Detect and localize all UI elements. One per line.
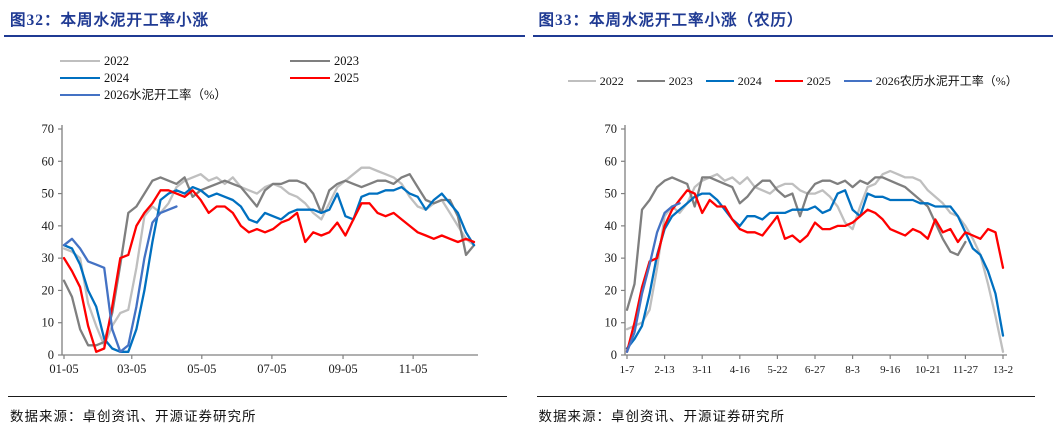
series-line-2026 (62, 205, 178, 353)
x-tick-label: 9-16 (880, 364, 901, 376)
series-line-2025 (62, 189, 476, 353)
legend-swatch (290, 59, 330, 63)
legend-item-2025: 2025 (290, 70, 490, 86)
legend: 2022 2023 2024 2025 2026水泥开工率（%） (0, 37, 529, 115)
y-tick-label: 60 (42, 154, 55, 168)
y-tick-label: 40 (604, 219, 617, 233)
legend-swatch (290, 76, 330, 80)
y-tick-label: 40 (42, 219, 55, 233)
legend-label: 2022 (104, 54, 129, 68)
series-line-2024 (625, 189, 1004, 350)
x-tick-label: 5-22 (767, 364, 787, 376)
legend-item-2024: 2024 (60, 70, 290, 86)
y-tick-label: 20 (604, 283, 617, 297)
legend-swatch (60, 93, 100, 97)
y-tick-label: 50 (604, 187, 617, 201)
legend-label: 2023 (334, 54, 359, 68)
legend-label: 2025 (334, 71, 359, 85)
figure-title: 图33：本周水泥开工率小涨（农历） (538, 12, 804, 29)
x-tick-label: 3-11 (692, 364, 712, 376)
x-tick-label: 07-05 (257, 362, 286, 376)
legend-item-2023: 2023 (636, 73, 693, 89)
legend-item-2022: 2022 (567, 73, 624, 89)
y-tick-label: 50 (42, 187, 55, 201)
legend-label: 2022 (599, 74, 624, 88)
legend-label: 2024 (104, 71, 129, 85)
legend-label: 2025 (806, 74, 831, 88)
legend-item-2024: 2024 (705, 73, 762, 89)
data-source: 数据来源：卓创资讯、开源证券研究所 (536, 396, 1035, 425)
y-tick-label: 10 (604, 316, 617, 330)
title-rule (532, 35, 1053, 37)
legend-label: 2026水泥开工率（%） (104, 88, 227, 102)
legend-swatch (60, 59, 100, 63)
y-tick-label: 20 (42, 283, 55, 297)
title-rule (4, 35, 525, 37)
x-tick-label: 8-3 (845, 364, 860, 376)
series-line-2024 (62, 185, 476, 353)
series-line-2026 (625, 202, 681, 353)
legend-item-2023: 2023 (290, 53, 490, 69)
legend-swatch (774, 79, 803, 83)
legend-swatch (636, 79, 665, 83)
data-source-text: 数据来源：卓创资讯、开源证券研究所 (10, 409, 257, 424)
x-tick-label: 13-2 (992, 364, 1012, 376)
x-tick-label: 1-7 (619, 364, 634, 376)
legend-row: 2022 2023 2024 2025 2026农历水泥开工率（%） (529, 37, 1057, 89)
x-tick-label: 09-05 (328, 362, 357, 376)
legend-item-2025: 2025 (774, 73, 831, 89)
line-chart-lunar: 0 10 20 30 40 50 60 70 1-7 2-13 3-11 4-16 5-22 6-27 8-… (529, 115, 1057, 383)
x-tick-label: 11-05 (399, 362, 428, 376)
line-chart-calendar: 0 10 20 30 40 50 60 70 01-05 03-05 05-05 07-05 09-05… (0, 115, 529, 383)
line-chart-svg: 0 10 20 30 40 50 60 70 1-7 2-13 3-11 4-16 5-22 6-27 8-… (604, 122, 1013, 376)
legend-swatch (705, 79, 734, 83)
figure-panel-32: 图32：本周水泥开工率小涨 2022 2023 2024 2025 2026水泥开工率（… (0, 12, 529, 425)
legend-swatch (567, 79, 596, 83)
x-tick-label: 4-16 (729, 364, 750, 376)
line-chart-svg: 0 10 20 30 40 50 60 70 01-05 03-05 05-05 07-05 09-05… (42, 122, 478, 376)
legend-swatch (843, 79, 872, 83)
series-line-2023 (62, 173, 476, 347)
y-tick-label: 30 (42, 251, 55, 265)
x-tick-label: 03-05 (117, 362, 146, 376)
x-tick-label: 10-21 (914, 364, 940, 376)
legend-item-2022: 2022 (60, 53, 290, 69)
legend-item-2026: 2026水泥开工率（%） (60, 87, 490, 103)
series-line-2025 (625, 189, 1004, 353)
x-tick-label: 05-05 (187, 362, 216, 376)
x-tick-label: 2-13 (654, 364, 675, 376)
y-tick-label: 70 (42, 122, 55, 136)
y-tick-label: 60 (604, 154, 617, 168)
y-tick-label: 70 (604, 122, 617, 136)
series-line-2023 (625, 176, 967, 311)
x-tick-label: 6-27 (804, 364, 825, 376)
data-source: 数据来源：卓创资讯、开源证券研究所 (8, 396, 507, 425)
y-tick-label: 0 (610, 348, 616, 362)
legend-grid: 2022 2023 2024 2025 2026水泥开工率（%） (0, 37, 529, 103)
figure-title: 图32：本周水泥开工率小涨 (10, 12, 210, 29)
data-source-text: 数据来源：卓创资讯、开源证券研究所 (538, 409, 785, 424)
x-tick-label: 11-27 (952, 364, 978, 376)
legend: 2022 2023 2024 2025 2026农历水泥开工率（%） (529, 37, 1057, 115)
legend-swatch (60, 76, 100, 80)
figure-panel-33: 图33：本周水泥开工率小涨（农历） 2022 2023 2024 2025 2026农历… (529, 0, 1057, 439)
y-tick-label: 0 (48, 348, 54, 362)
y-tick-label: 10 (42, 316, 55, 330)
legend-label: 2024 (737, 74, 762, 88)
x-tick-label: 01-05 (49, 362, 78, 376)
series-line-2022 (625, 169, 1004, 353)
legend-label: 2026农历水泥开工率（%） (875, 74, 1018, 88)
legend-label: 2023 (668, 74, 693, 88)
y-tick-label: 30 (604, 251, 617, 265)
legend-item-2026: 2026农历水泥开工率（%） (843, 73, 1018, 89)
